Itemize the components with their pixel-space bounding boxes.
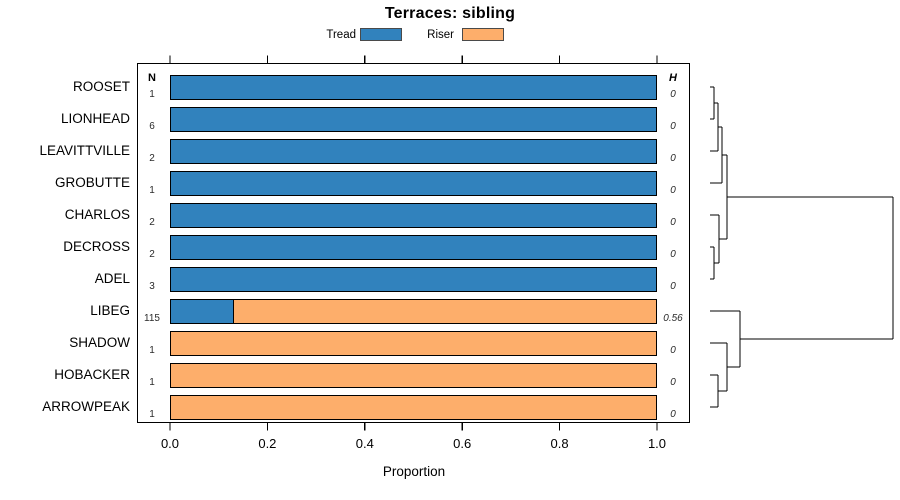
n-value: 115: [144, 313, 160, 324]
n-value: 1: [149, 89, 155, 100]
x-tick-label: 0.0: [160, 436, 180, 451]
y-axis-label: ARROWPEAK: [42, 399, 130, 414]
x-tick-label: 0.4: [355, 436, 374, 451]
n-value: 1: [149, 377, 155, 388]
legend-swatch-riser: [462, 28, 504, 41]
y-axis-label: DECROSS: [63, 239, 130, 254]
bar: [170, 330, 657, 356]
legend-swatch-tread: [360, 28, 402, 41]
bar-segment-riser: [171, 331, 656, 355]
bar-segment-tread: [171, 235, 656, 259]
y-axis-label: CHARLOS: [64, 207, 130, 222]
bar: [170, 202, 657, 228]
x-tick-label: 0.2: [258, 436, 277, 451]
bar-segment-tread: [171, 299, 235, 323]
bar: [170, 266, 657, 292]
bar-segment-tread: [171, 171, 656, 195]
h-value: 0: [670, 249, 676, 260]
y-axis-label: ADEL: [94, 271, 130, 286]
legend-label-tread: Tread: [326, 29, 356, 41]
bar-segment-riser: [171, 363, 656, 387]
h-value: 0: [670, 89, 676, 100]
y-axis-label: ROOSET: [72, 79, 130, 94]
y-axis-label: SHADOW: [69, 335, 130, 350]
x-tick-label: 1.0: [647, 436, 667, 451]
bar-segment-tread: [171, 75, 656, 99]
h-value: 0: [670, 377, 676, 388]
h-value: 0: [670, 121, 676, 132]
bar-segment-tread: [171, 107, 656, 131]
h-value: 0: [670, 217, 676, 228]
h-value: 0.56: [663, 313, 683, 324]
n-value: 6: [149, 121, 155, 132]
n-value: 2: [149, 217, 155, 228]
h-column-header: H: [669, 72, 677, 84]
bar: [170, 138, 657, 164]
h-value: 0: [670, 153, 676, 164]
bar: [170, 298, 657, 324]
bar: [170, 170, 657, 196]
bar: [170, 394, 657, 420]
x-tick-label: 0.8: [550, 436, 569, 451]
bar: [170, 362, 657, 388]
bar: [170, 106, 657, 132]
n-value: 2: [149, 249, 155, 260]
n-value: 1: [149, 409, 155, 420]
h-value: 0: [670, 345, 676, 356]
x-axis-title: Proportion: [382, 464, 446, 479]
x-tick-label: 0.6: [453, 436, 472, 451]
h-value: 0: [670, 409, 676, 420]
n-column-header: N: [148, 72, 156, 84]
n-value: 1: [149, 345, 155, 356]
chart-title: Terraces: sibling: [384, 5, 516, 22]
y-axis-label: HOBACKER: [54, 367, 130, 382]
y-axis-label: LIBEG: [90, 303, 130, 318]
n-value: 1: [149, 185, 155, 196]
n-value: 2: [149, 153, 155, 164]
h-value: 0: [670, 185, 676, 196]
y-axis-label: LIONHEAD: [60, 111, 130, 126]
legend-label-riser: Riser: [427, 29, 454, 41]
bar-segment-riser: [234, 299, 656, 323]
y-axis-label: GROBUTTE: [54, 175, 130, 190]
n-value: 3: [149, 281, 155, 292]
y-axis-label: LEAVITTVILLE: [39, 143, 130, 158]
bar: [170, 74, 657, 100]
bar-segment-tread: [171, 203, 656, 227]
bar-segment-riser: [171, 395, 656, 419]
bar: [170, 234, 657, 260]
bar-segment-tread: [171, 139, 656, 163]
h-value: 0: [670, 281, 676, 292]
bar-segment-tread: [171, 267, 656, 291]
